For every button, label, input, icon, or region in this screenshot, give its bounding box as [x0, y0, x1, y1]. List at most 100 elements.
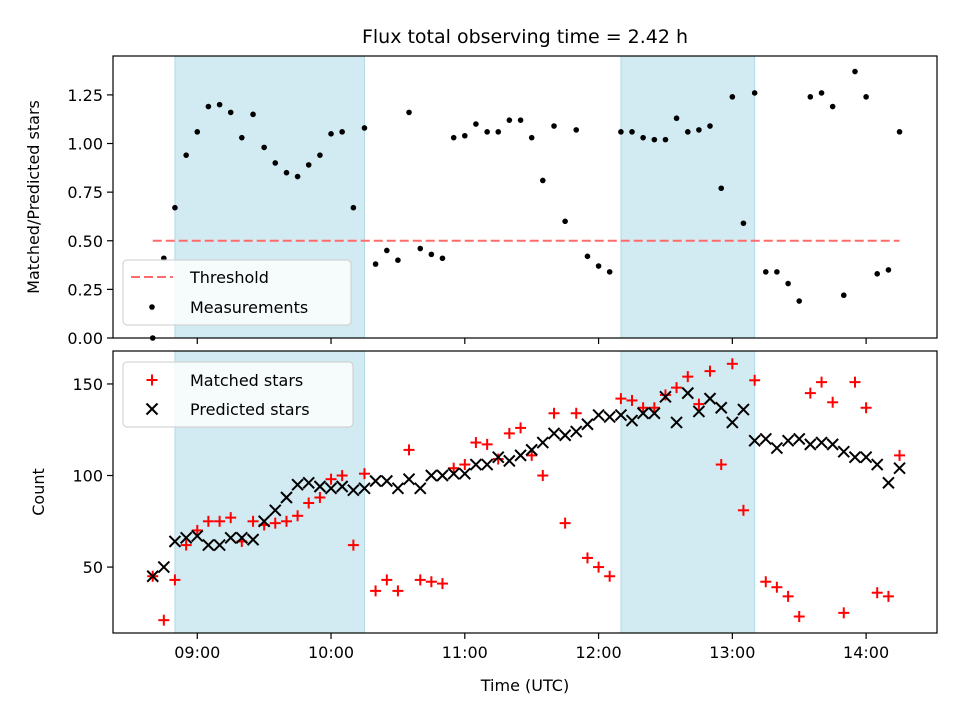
measurement-point	[606, 269, 613, 275]
predicted-star-point	[224, 531, 237, 544]
matched-star-point	[158, 614, 170, 626]
matched-star-point	[882, 590, 894, 602]
matched-star-point	[325, 473, 337, 485]
matched-star-point	[214, 515, 226, 527]
measurement-point	[216, 101, 223, 108]
measurement-point	[840, 292, 847, 299]
predicted-star-point	[558, 429, 572, 442]
matched-star-point	[169, 574, 181, 586]
measurement-point	[684, 129, 691, 135]
legend-matched-label: Matched stars	[190, 371, 303, 390]
predicted-star-point	[781, 434, 795, 447]
predicted-star-point	[692, 405, 706, 418]
predicted-star-point	[146, 570, 159, 583]
measurement-point	[562, 218, 568, 225]
predicted-star-point	[257, 515, 271, 528]
measurement-point	[629, 129, 635, 135]
matched-star-point	[303, 497, 315, 509]
matched-star-point	[682, 371, 694, 383]
predicted-star-point	[235, 531, 249, 544]
matched-star-point	[403, 444, 415, 456]
matched-star-point	[749, 374, 761, 386]
measurement-point	[506, 117, 513, 123]
measurement-point	[807, 94, 814, 100]
predicted-star-point	[280, 491, 293, 504]
predicted-star-point	[347, 483, 360, 497]
predicted-star-point	[592, 408, 605, 422]
matched-star-point	[593, 561, 605, 573]
measurement-point	[317, 152, 323, 158]
bottom-x-ticks: 09:00 10:00 11:00 12:00 13:00 14:00	[174, 633, 889, 662]
x-tick-label: 11:00	[442, 643, 488, 662]
measurement-point	[863, 94, 869, 100]
measurement-point	[484, 129, 490, 135]
predicted-star-point	[804, 438, 817, 451]
matched-star-point	[827, 396, 839, 408]
matched-star-point	[347, 539, 359, 551]
matched-star-point	[816, 376, 828, 388]
predicted-star-point	[748, 434, 761, 447]
predicted-star-point	[715, 401, 728, 414]
matched-star-point	[247, 515, 259, 527]
legend-measurements-label: Measurements	[190, 298, 308, 317]
measurement-point	[829, 103, 836, 110]
y-tick-label: 50	[83, 558, 103, 577]
matched-star-point	[414, 574, 426, 586]
matched-star-point	[704, 365, 716, 377]
matched-star-point	[548, 407, 560, 419]
predicted-star-point	[603, 410, 616, 424]
matched-star-point	[782, 590, 794, 602]
y-tick-label: 0.75	[67, 183, 103, 202]
predicted-star-point	[157, 560, 171, 574]
predicted-star-point	[369, 474, 382, 488]
predicted-star-point	[503, 454, 516, 468]
predicted-star-point	[536, 436, 549, 449]
measurement-point	[618, 129, 624, 135]
matched-star-point	[191, 524, 203, 536]
measurement-point	[673, 115, 680, 122]
predicted-star-point	[636, 407, 650, 420]
measurement-point	[194, 129, 201, 135]
predicted-star-point	[324, 482, 338, 495]
matched-star-point	[771, 581, 783, 593]
x-tick-label: 10:00	[308, 643, 354, 662]
predicted-star-point	[291, 478, 304, 491]
predicted-star-point	[358, 482, 371, 495]
matched-star-point	[336, 470, 348, 482]
measurement-point	[539, 177, 546, 184]
matched-star-point	[381, 574, 393, 586]
measurement-point	[573, 127, 580, 133]
matched-star-point	[804, 387, 816, 399]
measurement-point	[428, 251, 435, 258]
measurement-point	[227, 109, 234, 116]
measurement-point	[896, 129, 903, 135]
top-x-ticks	[196, 338, 867, 344]
predicted-star-point	[570, 425, 583, 438]
legend-threshold-label: Threshold	[189, 268, 269, 287]
matched-star-point	[436, 578, 448, 590]
matched-star-point	[570, 407, 582, 419]
measurement-point	[272, 160, 279, 166]
predicted-star-point	[402, 472, 416, 486]
matched-star-point	[659, 389, 671, 401]
matched-star-point	[292, 510, 304, 522]
x-axis-label: Time (UTC)	[480, 676, 569, 695]
predicted-star-point	[202, 538, 215, 552]
predicted-star-point	[681, 386, 695, 400]
matched-star-point	[358, 468, 370, 480]
matched-star-point	[838, 607, 850, 619]
measurement-point	[517, 117, 524, 123]
matched-star-point	[481, 438, 493, 450]
matched-star-point	[470, 437, 482, 449]
y-tick-label: 1.25	[67, 86, 103, 105]
y-tick-label: 0.25	[67, 280, 103, 299]
matched-star-point	[559, 517, 571, 529]
bottom-legend: Matched stars Predicted stars	[122, 361, 354, 428]
measurement-point	[852, 68, 858, 75]
predicted-star-point	[882, 476, 895, 490]
predicted-star-point	[492, 451, 505, 464]
x-tick-label: 09:00	[174, 643, 220, 662]
predicted-star-point	[525, 443, 538, 457]
measurement-point	[528, 134, 535, 141]
measurement-point	[762, 269, 769, 275]
